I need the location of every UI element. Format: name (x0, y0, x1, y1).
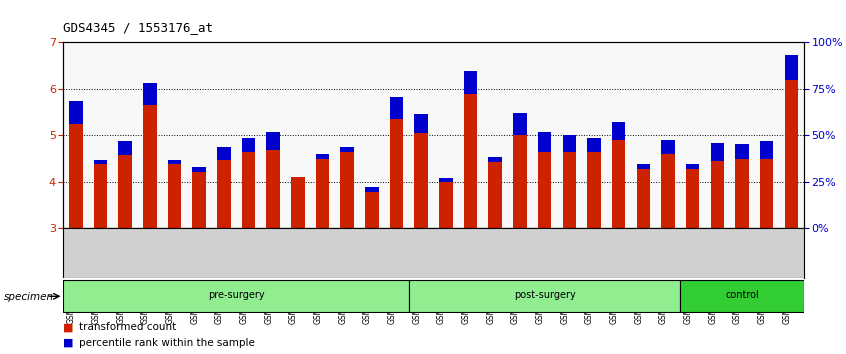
Bar (217, 147, 231, 160)
Bar (291, 177, 305, 228)
Bar (686, 164, 700, 169)
Bar (415, 133, 428, 228)
Bar (94, 160, 107, 164)
Bar (464, 71, 477, 93)
Bar (340, 147, 354, 152)
Bar (365, 188, 379, 192)
Bar (784, 80, 798, 228)
Bar (538, 132, 552, 152)
Bar (711, 143, 724, 161)
Bar (760, 141, 773, 159)
Bar (69, 102, 83, 124)
Bar (760, 159, 773, 228)
Bar (94, 164, 107, 228)
Text: transformed count: transformed count (79, 322, 176, 332)
Bar (636, 169, 650, 228)
Bar (168, 160, 181, 164)
Bar (266, 132, 280, 150)
Bar (192, 172, 206, 228)
Bar (711, 161, 724, 228)
Bar (488, 157, 502, 162)
Bar (587, 138, 601, 152)
Bar (415, 114, 428, 133)
Bar (365, 192, 379, 228)
Bar (563, 136, 576, 152)
Bar (242, 152, 255, 228)
Bar (192, 167, 206, 172)
Bar (63, 280, 409, 312)
Text: pre-surgery: pre-surgery (208, 290, 265, 300)
Bar (316, 159, 329, 228)
Text: percentile rank within the sample: percentile rank within the sample (79, 338, 255, 348)
Text: ■: ■ (63, 338, 74, 348)
Bar (488, 162, 502, 228)
Bar (587, 152, 601, 228)
Bar (242, 138, 255, 152)
Bar (735, 144, 749, 159)
Bar (784, 56, 798, 80)
Bar (118, 155, 132, 228)
Bar (390, 97, 404, 119)
Bar (217, 160, 231, 228)
Bar (662, 154, 675, 228)
Text: specimen: specimen (4, 292, 54, 302)
Bar (563, 152, 576, 228)
Bar (168, 164, 181, 228)
Bar (538, 152, 552, 228)
Bar (680, 280, 804, 312)
Bar (266, 150, 280, 228)
Bar (514, 113, 527, 135)
Text: GDS4345 / 1553176_at: GDS4345 / 1553176_at (63, 21, 213, 34)
Bar (662, 140, 675, 154)
Bar (439, 178, 453, 182)
Bar (439, 182, 453, 228)
Bar (686, 169, 700, 228)
Text: ■: ■ (63, 322, 74, 332)
Bar (143, 105, 157, 228)
Bar (409, 280, 680, 312)
Bar (316, 154, 329, 159)
Text: control: control (725, 290, 759, 300)
Bar (340, 152, 354, 228)
Bar (735, 159, 749, 228)
Bar (143, 83, 157, 105)
Bar (514, 136, 527, 228)
Bar (118, 141, 132, 155)
Bar (464, 93, 477, 228)
Bar (612, 122, 625, 140)
Bar (390, 119, 404, 228)
Text: post-surgery: post-surgery (514, 290, 575, 300)
Bar (636, 164, 650, 169)
Bar (612, 140, 625, 228)
Bar (69, 124, 83, 228)
